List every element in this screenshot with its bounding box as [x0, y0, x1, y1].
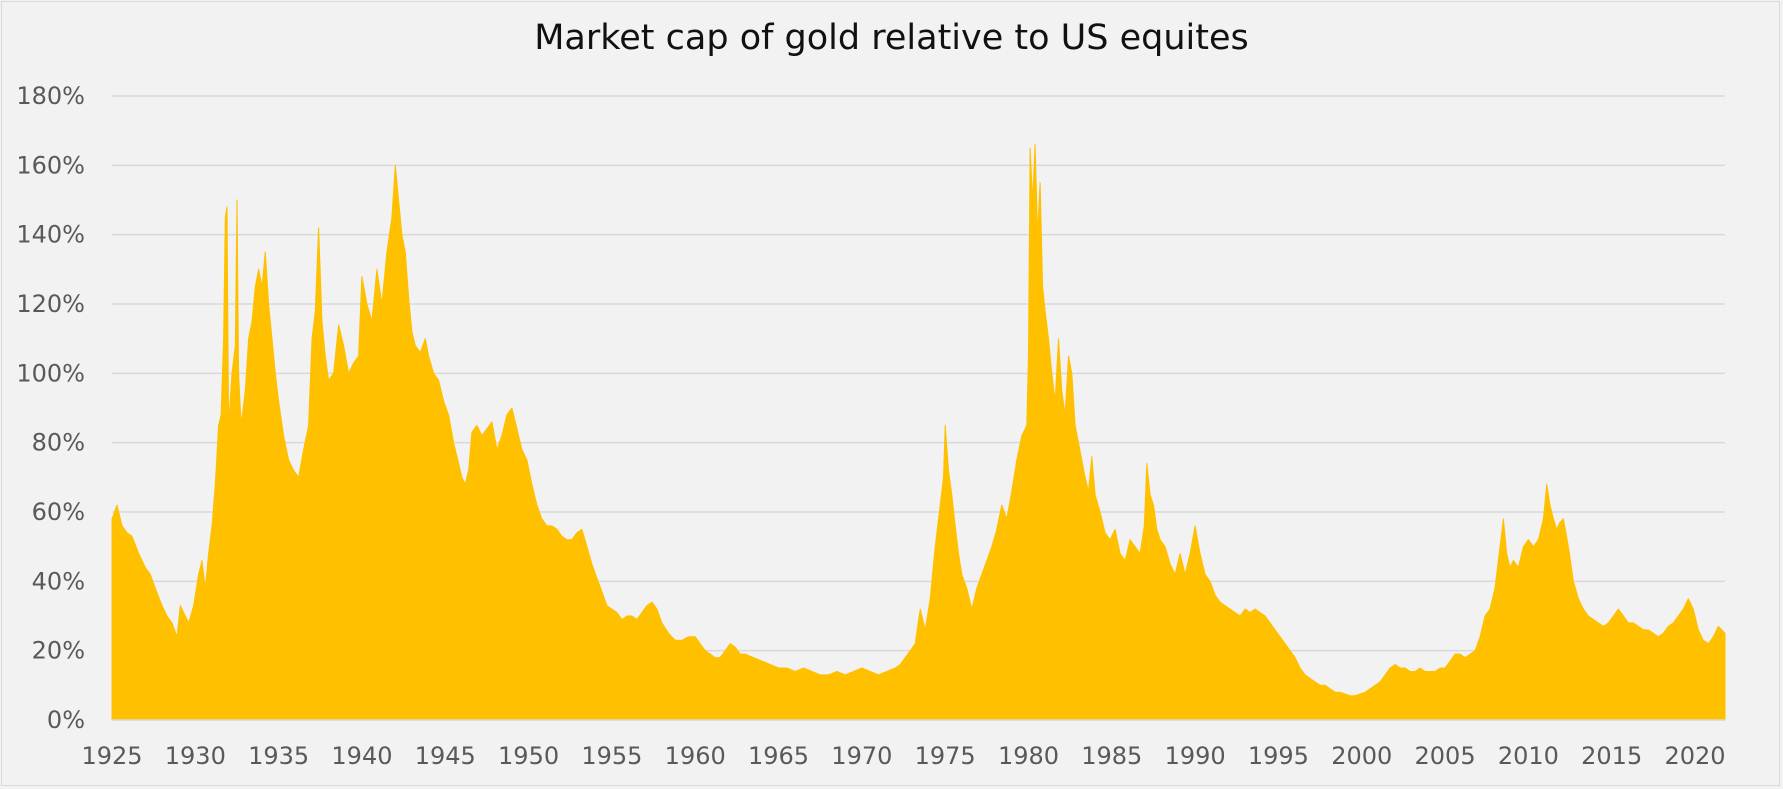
x-tick-label: 1950 [498, 742, 559, 770]
x-tick-label: 2010 [1498, 742, 1559, 770]
y-tick-label: 140% [16, 221, 85, 249]
x-tick-label: 2015 [1581, 742, 1642, 770]
y-tick-label: 100% [16, 359, 85, 387]
x-tick-label: 1955 [581, 742, 642, 770]
chart-title: Market cap of gold relative to US equite… [534, 18, 1249, 58]
x-tick-label: 1990 [1165, 742, 1226, 770]
x-tick-label: 1970 [831, 742, 892, 770]
area-series [111, 144, 1726, 721]
y-tick-label: 60% [32, 498, 85, 526]
x-tick-label: 1985 [1081, 742, 1142, 770]
area-layer [111, 144, 1726, 721]
y-tick-label: 40% [32, 567, 85, 595]
x-tick-label: 1930 [165, 742, 226, 770]
y-axis: 0% 20% 40% 60% 80% 100% 120% 140% 160% 180% [16, 82, 85, 734]
y-tick-label: 0% [47, 706, 85, 734]
y-tick-label: 120% [16, 290, 85, 318]
x-tick-label: 1940 [331, 742, 392, 770]
x-tick-label: 1995 [1248, 742, 1309, 770]
x-tick-label: 1945 [415, 742, 476, 770]
x-tick-label: 1925 [81, 742, 142, 770]
x-tick-label: 2000 [1331, 742, 1392, 770]
y-tick-label: 180% [16, 82, 85, 110]
y-tick-label: 160% [16, 151, 85, 179]
x-tick-label: 2005 [1415, 742, 1476, 770]
y-tick-label: 20% [32, 637, 85, 665]
y-tick-label: 80% [32, 429, 85, 457]
x-tick-label: 1975 [915, 742, 976, 770]
x-tick-label: 1965 [748, 742, 809, 770]
x-tick-label: 2020 [1664, 742, 1725, 770]
x-tick-label: 1960 [665, 742, 726, 770]
x-axis: 1925 1930 1935 1940 1945 1950 1955 1960 1965 1970… [81, 742, 1725, 770]
x-tick-label: 1980 [998, 742, 1059, 770]
x-tick-label: 1935 [248, 742, 309, 770]
